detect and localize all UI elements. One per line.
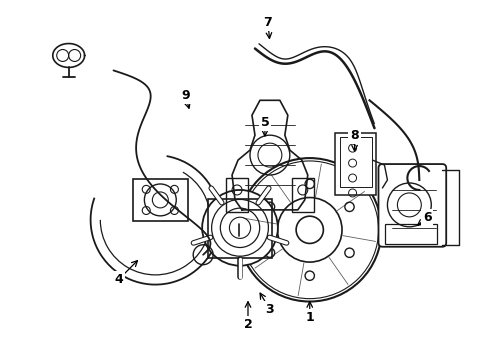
Circle shape xyxy=(238,158,381,302)
Bar xyxy=(133,179,188,221)
Text: 2: 2 xyxy=(243,318,252,331)
Text: 1: 1 xyxy=(305,311,313,324)
Circle shape xyxy=(202,190,277,266)
Text: 5: 5 xyxy=(260,116,269,129)
Text: 4: 4 xyxy=(114,273,122,286)
FancyBboxPatch shape xyxy=(334,133,376,195)
Text: 6: 6 xyxy=(422,211,431,224)
Text: 3: 3 xyxy=(265,303,274,316)
Text: 8: 8 xyxy=(349,129,358,142)
FancyBboxPatch shape xyxy=(378,164,446,247)
Text: 7: 7 xyxy=(263,16,272,29)
Text: 9: 9 xyxy=(181,89,189,102)
